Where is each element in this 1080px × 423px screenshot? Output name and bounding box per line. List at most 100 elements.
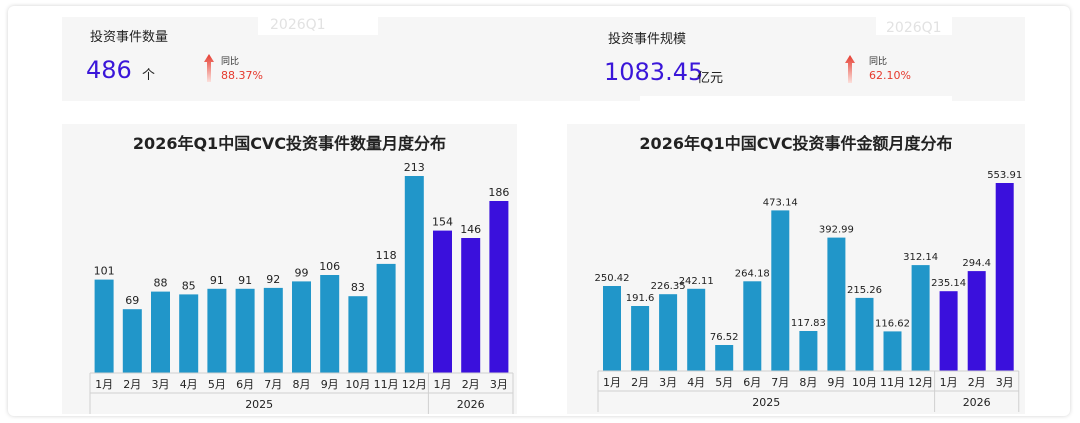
bar (433, 230, 452, 373)
data-label: 186 (488, 186, 509, 199)
data-label: 226.35 (651, 281, 686, 292)
tick-label: 2月 (968, 376, 986, 389)
tick-label: 1月 (940, 376, 958, 389)
tick-label: 3月 (152, 378, 170, 391)
bar (771, 210, 790, 371)
kpi-value: 1083.45 (604, 58, 704, 86)
bar (631, 306, 650, 371)
kpi-unit: 亿元 (697, 71, 724, 86)
bar (263, 287, 283, 373)
data-label: 191.6 (626, 293, 655, 304)
chart-title: 2026年Q1中国CVC投资事件数量月度分布 (132, 134, 447, 153)
bar (179, 294, 199, 373)
count-bar-chart: 101 1月 69 2月 88 3月 85 4月 91 5月 91 6月 92 7月 99 8月 106 9月 83… (89, 161, 514, 414)
data-label: 91 (210, 274, 224, 287)
data-label: 92 (266, 273, 280, 286)
data-label: 250.42 (595, 273, 630, 284)
kpi-title: 投资事件数量 (90, 30, 169, 45)
bar (883, 331, 902, 371)
data-label: 88 (154, 277, 168, 290)
tick-label: 3月 (659, 376, 677, 389)
tick-label: 3月 (996, 376, 1014, 389)
data-label: 76.52 (710, 332, 739, 343)
bar (151, 291, 170, 373)
data-label: 553.91 (987, 170, 1022, 181)
group-label: 2026 (963, 396, 991, 409)
tick-label: 12月 (402, 378, 427, 391)
tick-label: 4月 (180, 378, 198, 391)
data-label: 213 (404, 161, 425, 174)
data-label: 69 (125, 294, 139, 307)
bar (348, 296, 368, 373)
kpi-yoy-value: 62.10% (869, 69, 911, 82)
kpi-yoy-label: 同比 (869, 57, 888, 67)
tick-label: 1月 (434, 378, 452, 391)
tick-label: 4月 (687, 376, 705, 389)
data-label: 473.14 (763, 197, 798, 208)
count-chart-panel: 2026年Q1中国CVC投资事件数量月度分布 101 1月 69 2月 88 3月 85 4月… (62, 124, 517, 414)
tick-label: 2月 (123, 378, 141, 391)
tick-label: 1月 (603, 376, 621, 389)
tick-label: 9月 (827, 376, 845, 389)
amount-chart-panel: 2026年Q1中国CVC投资事件金额月度分布 250.42 1月 191.6 2月 22… (567, 124, 1025, 414)
arrow-up-icon (204, 54, 214, 82)
data-label: 312.14 (903, 252, 938, 263)
data-label: 83 (351, 281, 365, 294)
tick-label: 11月 (374, 378, 399, 391)
kpi-unit: 个 (142, 68, 156, 83)
bar (376, 263, 396, 373)
tick-label: 10月 (852, 376, 877, 389)
data-label: 116.62 (875, 318, 910, 329)
bar (207, 288, 227, 373)
tick-label: 8月 (293, 378, 311, 391)
kpi-yoy-value: 88.37% (221, 69, 263, 82)
data-label: 294.4 (962, 258, 991, 269)
bar (461, 238, 481, 373)
tick-label: 9月 (321, 378, 339, 391)
bar (122, 309, 142, 373)
bar (911, 265, 930, 371)
data-label: 392.99 (819, 225, 854, 236)
tick-label: 5月 (715, 376, 733, 389)
tick-label: 6月 (743, 376, 761, 389)
bar (855, 297, 874, 371)
group-label: 2026 (457, 398, 485, 411)
group-label: 2025 (752, 396, 780, 409)
bar (799, 331, 818, 371)
kpi-strip (62, 17, 1025, 101)
tick-label: 7月 (771, 376, 789, 389)
data-label: 85 (182, 279, 196, 292)
kpi-period-tab (876, 17, 952, 35)
data-label: 215.26 (847, 285, 882, 296)
data-label: 99 (295, 266, 309, 279)
tick-label: 10月 (345, 378, 370, 391)
bar (659, 294, 678, 371)
bar (94, 279, 114, 373)
bar (687, 288, 706, 371)
data-label: 117.83 (791, 318, 826, 329)
tick-label: 3月 (490, 378, 508, 391)
tick-label: 2月 (462, 378, 480, 391)
kpi-strip-gap (640, 96, 952, 102)
bar (292, 281, 311, 373)
tick-label: 8月 (799, 376, 817, 389)
data-label: 118 (376, 249, 397, 262)
bar (995, 183, 1014, 371)
kpi-period: 2026Q1 (886, 20, 942, 36)
data-label: 91 (238, 274, 252, 287)
kpi-period-tab (258, 17, 378, 35)
data-label: 235.14 (931, 278, 966, 289)
data-label: 264.18 (735, 268, 770, 279)
bar (939, 291, 958, 371)
data-label: 106 (319, 260, 340, 273)
bar (603, 286, 621, 371)
kpi-period: 2026Q1 (270, 17, 326, 33)
tick-label: 12月 (908, 376, 933, 389)
bar (235, 288, 255, 373)
arrow-up-icon (845, 55, 855, 83)
bar (404, 176, 424, 373)
kpi-yoy-label: 同比 (221, 57, 240, 67)
tick-label: 2月 (631, 376, 649, 389)
bar (967, 271, 986, 371)
tick-label: 7月 (264, 378, 282, 391)
